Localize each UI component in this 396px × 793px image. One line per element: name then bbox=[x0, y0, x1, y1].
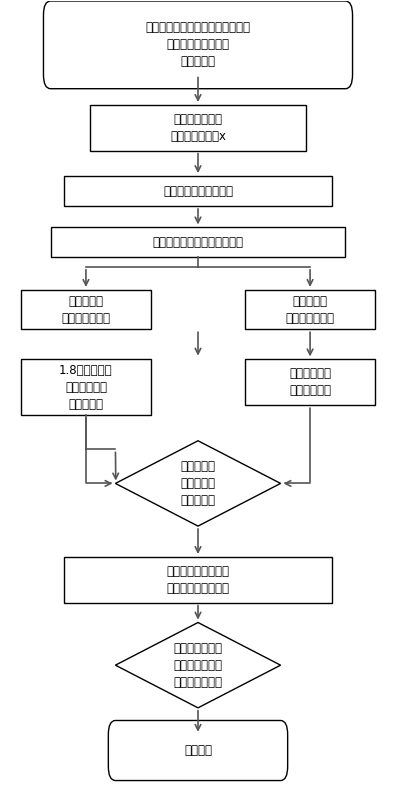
Text: 取其中较大
值，作为滤
光盘的半径: 取其中较大 值，作为滤 光盘的半径 bbox=[181, 460, 215, 507]
Text: 计算阿基米德螺
旋线的比例系数x: 计算阿基米德螺 旋线的比例系数x bbox=[170, 113, 226, 143]
FancyBboxPatch shape bbox=[44, 1, 352, 89]
Bar bbox=[245, 289, 375, 329]
Text: 第一种原则
安全系数原则：: 第一种原则 安全系数原则： bbox=[61, 294, 110, 324]
Text: 探测器参数：像元尺寸，像元规模
响应的非均匀性误差
分光波段数: 探测器参数：像元尺寸，像元规模 响应的非均匀性误差 分光波段数 bbox=[145, 21, 251, 68]
Text: 第二种原则
最小极径原则：: 第二种原则 最小极径原则： bbox=[286, 294, 335, 324]
Bar bbox=[245, 359, 375, 405]
Bar bbox=[64, 176, 332, 206]
Bar bbox=[21, 289, 151, 329]
Text: 设计结束: 设计结束 bbox=[184, 744, 212, 757]
Text: 最小极径与对
角线长度相加: 最小极径与对 角线长度相加 bbox=[289, 367, 331, 397]
Bar bbox=[51, 228, 345, 258]
Bar bbox=[64, 557, 332, 603]
Bar bbox=[21, 358, 151, 416]
Text: 1.8倍安全系数
与探测器对角
线长度相乘: 1.8倍安全系数 与探测器对角 线长度相乘 bbox=[59, 363, 113, 411]
Bar bbox=[90, 105, 306, 151]
Polygon shape bbox=[115, 441, 281, 526]
Polygon shape bbox=[115, 623, 281, 708]
Text: 计算滤光盘的最小极径: 计算滤光盘的最小极径 bbox=[163, 185, 233, 197]
Text: 计算探测器放置不同
位置的同步曝光误差: 计算探测器放置不同 位置的同步曝光误差 bbox=[166, 565, 230, 595]
Text: 将同步曝光误差
最小的角度作为
探测器放置位置: 将同步曝光误差 最小的角度作为 探测器放置位置 bbox=[173, 642, 223, 688]
Text: 计算滤光盘有效滤光区的半径: 计算滤光盘有效滤光区的半径 bbox=[152, 236, 244, 249]
FancyBboxPatch shape bbox=[109, 721, 287, 780]
